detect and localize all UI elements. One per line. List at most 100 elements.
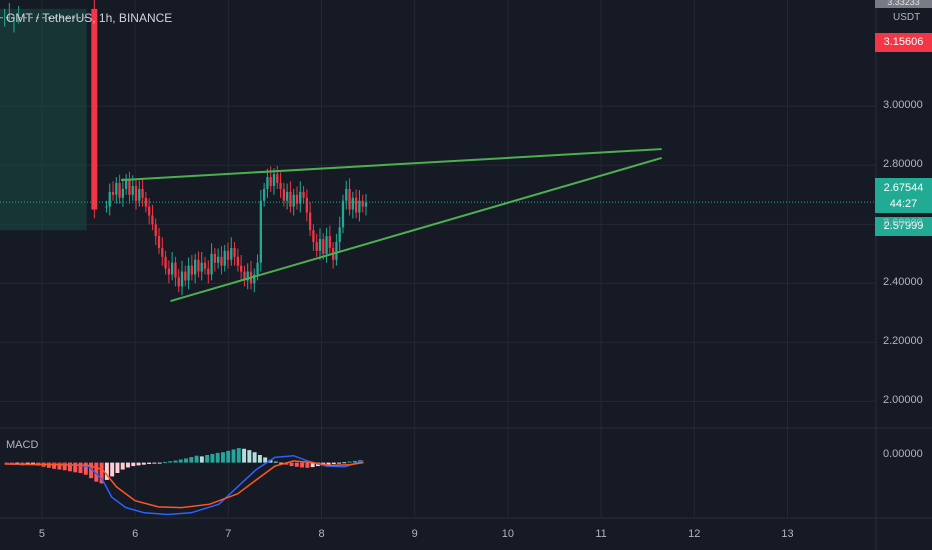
candle-body — [256, 262, 259, 275]
candle-body — [364, 202, 368, 207]
trendline-2 — [170, 156, 662, 303]
macd-histogram-bar — [252, 452, 257, 463]
macd-histogram-bar — [168, 461, 173, 463]
macd-histogram-bar — [131, 462, 136, 467]
candle-body — [335, 242, 338, 260]
y-tick-label: 2.20000 — [883, 335, 923, 348]
macd-histogram-bar — [210, 453, 215, 463]
candle-body — [154, 224, 157, 237]
candle-body — [220, 256, 223, 266]
candle-body — [239, 265, 243, 272]
macd-histogram-bar — [305, 462, 310, 468]
candle-body — [361, 200, 364, 207]
candle-body — [151, 215, 154, 225]
candle-body — [285, 191, 289, 201]
candle-body — [328, 236, 331, 248]
candle-body — [141, 188, 144, 198]
y-tick-label: 2.60000 — [883, 217, 923, 230]
candle-body — [282, 188, 285, 201]
candle-body — [259, 200, 263, 263]
macd-histogram-bar — [268, 459, 273, 463]
candle-body — [318, 239, 322, 251]
macd-histogram-bar — [247, 450, 252, 463]
price-badge-red: 3.15606 — [875, 33, 932, 52]
x-tick-label: 6 — [132, 528, 139, 540]
macd-histogram-bar — [152, 462, 157, 464]
trendline-1 — [121, 148, 662, 182]
symbol-title: GMT / TetherUS, 1h, BINANCE — [6, 11, 173, 25]
candle-body — [118, 183, 121, 198]
macd-histogram-bar — [184, 458, 189, 463]
candle-body — [308, 212, 312, 231]
candle-body — [325, 236, 328, 254]
candle-body — [322, 239, 325, 254]
candle-body — [207, 268, 210, 275]
macd-histogram-bar — [89, 462, 94, 479]
macd-histogram-bar — [263, 457, 268, 463]
candle-body — [144, 197, 148, 207]
macd-histogram-bar — [231, 449, 236, 463]
macd-histogram-bar — [220, 452, 225, 463]
candle-body — [190, 265, 194, 275]
candle-body — [295, 194, 299, 204]
y-tick-label: 2.80000 — [883, 158, 923, 171]
candle-body — [289, 191, 292, 207]
macd-histogram-bar — [289, 462, 294, 467]
current-price-badge: 2.67544 44:27 — [875, 178, 932, 213]
candle-body — [216, 256, 220, 263]
macd-histogram-bar — [215, 452, 220, 463]
macd-histogram-bar — [199, 456, 204, 463]
candle-body — [134, 185, 138, 201]
currency-label: USDT — [893, 12, 921, 23]
candle-body — [315, 242, 318, 251]
macd-histogram-bar — [73, 462, 78, 473]
macd-histogram-bar — [347, 461, 352, 463]
candle-body — [161, 247, 164, 257]
macd-indicator-label[interactable]: MACD — [6, 439, 39, 451]
macd-histogram-bar — [352, 460, 357, 463]
macd-histogram-bar — [83, 462, 88, 475]
candle-body — [111, 191, 115, 195]
macd-histogram-bar — [236, 448, 241, 463]
candle-body — [226, 250, 230, 260]
candle-body — [269, 177, 272, 186]
candle-body — [253, 274, 256, 284]
macd-histogram-bar — [205, 455, 210, 463]
macd-histogram-bar — [115, 462, 120, 473]
candle-body — [305, 197, 308, 213]
candle-body — [164, 256, 167, 269]
position-box — [0, 8, 87, 231]
candle-body — [121, 188, 125, 198]
candle-body — [279, 183, 282, 189]
macd-histogram-bar — [226, 450, 231, 463]
macd-histogram-bar — [331, 462, 336, 464]
candle-body — [167, 268, 171, 275]
candle-body — [266, 177, 269, 189]
candle-body — [115, 183, 118, 195]
macd-histogram-bar — [273, 461, 278, 463]
price-badge-top: 3.33233 — [875, 0, 932, 8]
x-tick-label: 5 — [38, 528, 45, 540]
macd-histogram-bar — [120, 462, 125, 470]
macd-histogram-bar — [78, 462, 83, 473]
macd-histogram-bar — [162, 461, 167, 463]
x-tick-label: 7 — [225, 528, 232, 540]
candle-body — [348, 188, 351, 210]
macd-histogram-bar — [110, 462, 115, 477]
x-tick-label: 8 — [318, 528, 325, 540]
macd-histogram-bar — [157, 462, 162, 464]
candle-body — [91, 8, 98, 210]
candle-body — [210, 253, 213, 275]
candle-body — [184, 271, 187, 281]
macd-histogram-bar — [141, 462, 146, 465]
bar-countdown: 44:27 — [889, 198, 918, 210]
candle-body — [213, 253, 217, 263]
candle-body — [125, 180, 128, 189]
x-tick-label: 9 — [411, 528, 418, 540]
y-tick-label: 3.00000 — [883, 99, 923, 112]
candle-body — [272, 174, 276, 186]
candle-body — [128, 180, 131, 195]
candle-body — [338, 227, 341, 243]
